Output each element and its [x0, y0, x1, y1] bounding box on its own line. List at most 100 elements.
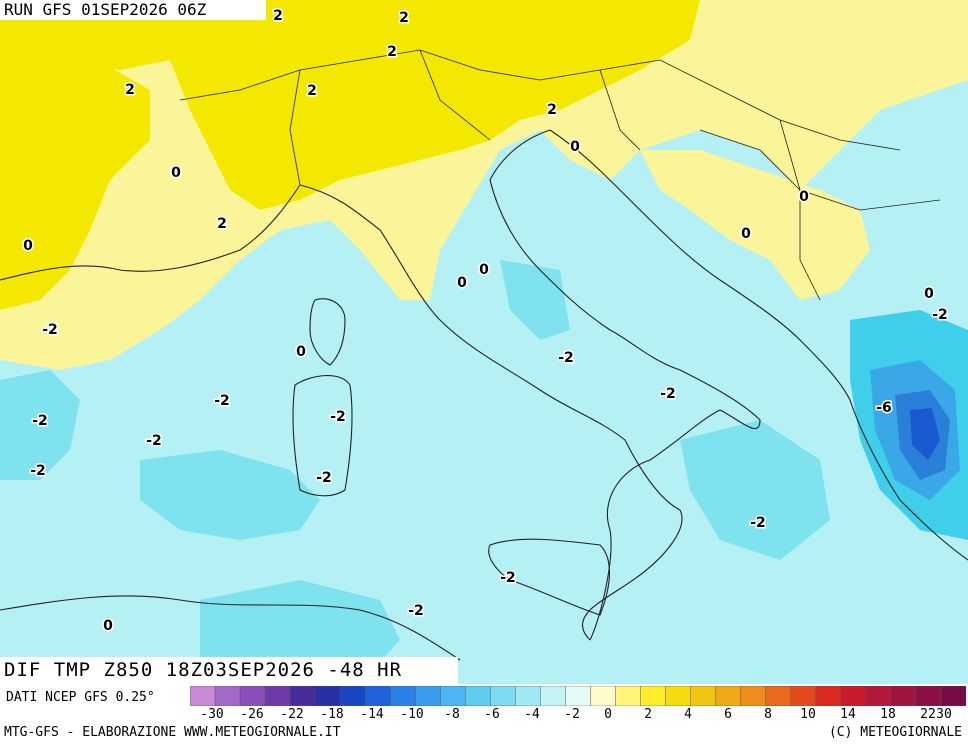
contour-label: -2	[500, 570, 516, 586]
color-scale-tick-label: -22	[280, 707, 304, 722]
color-scale-tick-label: 0	[604, 707, 612, 722]
footer-copyright: (C) METEOGIORNALE	[828, 725, 962, 740]
color-scale-tick-label: 4	[684, 707, 692, 722]
color-scale-swatch	[214, 686, 241, 706]
contour-label: 0	[23, 238, 33, 254]
color-scale-swatch	[364, 686, 392, 706]
contour-label: -2	[146, 433, 162, 449]
contour-label: 2	[125, 82, 135, 98]
footer-credit: MTG-GFS - ELABORAZIONE WWW.METEOGIORNALE…	[4, 725, 341, 740]
coast-italy	[299, 129, 761, 641]
cool-area-adriatic	[500, 260, 570, 340]
color-scale-tick-label: 14	[840, 707, 856, 722]
contour-label: -2	[558, 350, 574, 366]
coast-sicily	[488, 538, 611, 616]
cool-area-ionian	[680, 420, 830, 560]
warm-area-east	[640, 150, 870, 300]
contour-label: -2	[42, 322, 58, 338]
contour-label: 0	[924, 286, 934, 302]
color-scale-bar	[190, 686, 966, 706]
color-scale-tick-label: -8	[444, 707, 460, 722]
color-scale-tick-label: 6	[724, 707, 732, 722]
color-scale-swatch	[465, 686, 492, 706]
color-scale-swatch	[665, 686, 692, 706]
color-scale-tick-label: 2	[644, 707, 652, 722]
color-scale-tick-label: 22	[920, 707, 936, 722]
color-scale-tick-label: -6	[484, 707, 500, 722]
cool-area-tyrrhenian	[140, 450, 320, 540]
color-scale-swatch	[715, 686, 742, 706]
color-scale-swatch	[540, 686, 567, 706]
temperature-anomaly-map: 2 2 2 2 2 2 0 0 2 0 0 0 0 0 0 -2 0 -2 -2 -2 -6 -2 -2 -2 -2 -2 -2 -2…	[0, 0, 968, 684]
color-scale-swatch	[314, 686, 341, 706]
color-scale-swatch	[264, 686, 291, 706]
color-scale-swatch	[740, 686, 767, 706]
color-scale-swatch	[490, 686, 517, 706]
cool-area-west	[0, 370, 80, 480]
color-scale-swatch	[890, 686, 917, 706]
contour-label: -2	[932, 307, 948, 323]
contour-label: 2	[547, 102, 557, 118]
coast-sardinia	[292, 374, 353, 497]
color-scale-tick-label: 18	[880, 707, 896, 722]
contour-label: 0	[799, 189, 809, 205]
color-scale-swatch	[865, 686, 892, 706]
contour-label: 0	[171, 165, 181, 181]
color-scale-swatch	[289, 686, 316, 706]
warm-area-strong-west	[0, 40, 150, 310]
color-scale-tick-label: -26	[240, 707, 264, 722]
coast-africa	[0, 595, 461, 661]
contour-label: -2	[32, 413, 48, 429]
color-scale-swatch	[915, 686, 942, 706]
color-scale-tick-label: 30	[936, 707, 952, 722]
color-scale-swatch	[840, 686, 867, 706]
data-source: DATI NCEP GFS 0.25°	[6, 690, 155, 705]
contour-label: 2	[217, 216, 227, 232]
contour-label: 0	[296, 344, 306, 360]
color-scale-swatch	[390, 686, 417, 706]
field-title: DIF TMP Z850 18Z03SEP2026 -48 HR	[0, 657, 458, 684]
contour-label: -2	[30, 463, 46, 479]
color-scale-swatch	[190, 686, 216, 706]
run-title: RUN GFS 01SEP2026 06Z	[0, 0, 266, 20]
contour-label: 0	[103, 618, 113, 634]
color-scale-swatch	[415, 686, 442, 706]
contour-label: 0	[741, 226, 751, 242]
color-scale-tick-label: -4	[524, 707, 540, 722]
contour-label: 2	[307, 83, 317, 99]
contour-label: 2	[399, 10, 409, 26]
color-scale-swatch	[515, 686, 542, 706]
color-scale-tick-label: 10	[800, 707, 816, 722]
border-lines	[179, 49, 941, 301]
contour-label: -6	[876, 400, 892, 416]
coast-corsica	[309, 298, 346, 366]
contour-label: 0	[479, 262, 489, 278]
color-scale-swatch	[815, 686, 842, 706]
color-scale-tick-label: -30	[200, 707, 224, 722]
color-scale-tick-label: -10	[400, 707, 424, 722]
color-scale-swatch	[765, 686, 792, 706]
color-scale-swatch	[640, 686, 667, 706]
contour-label: -2	[316, 470, 332, 486]
cold-core-center	[910, 408, 940, 460]
contour-label: -2	[750, 515, 766, 531]
color-scale-swatch	[239, 686, 266, 706]
color-scale-swatch	[790, 686, 817, 706]
color-scale-tick-label: 8	[764, 707, 772, 722]
color-scale-tick-label: -14	[360, 707, 384, 722]
coastlines	[0, 49, 968, 661]
contour-label: -2	[660, 386, 676, 402]
color-scale-swatch	[940, 686, 966, 706]
color-scale-swatch	[565, 686, 592, 706]
warm-area-strong-alps	[170, 0, 700, 210]
color-scale-swatch	[440, 686, 467, 706]
color-scale-swatch	[615, 686, 642, 706]
contour-label: 2	[273, 8, 283, 24]
contour-label: -2	[408, 603, 424, 619]
color-scale-tick-label: -18	[320, 707, 344, 722]
contour-label: -2	[214, 393, 230, 409]
contour-label: 2	[387, 44, 397, 60]
contour-label: 0	[457, 275, 467, 291]
